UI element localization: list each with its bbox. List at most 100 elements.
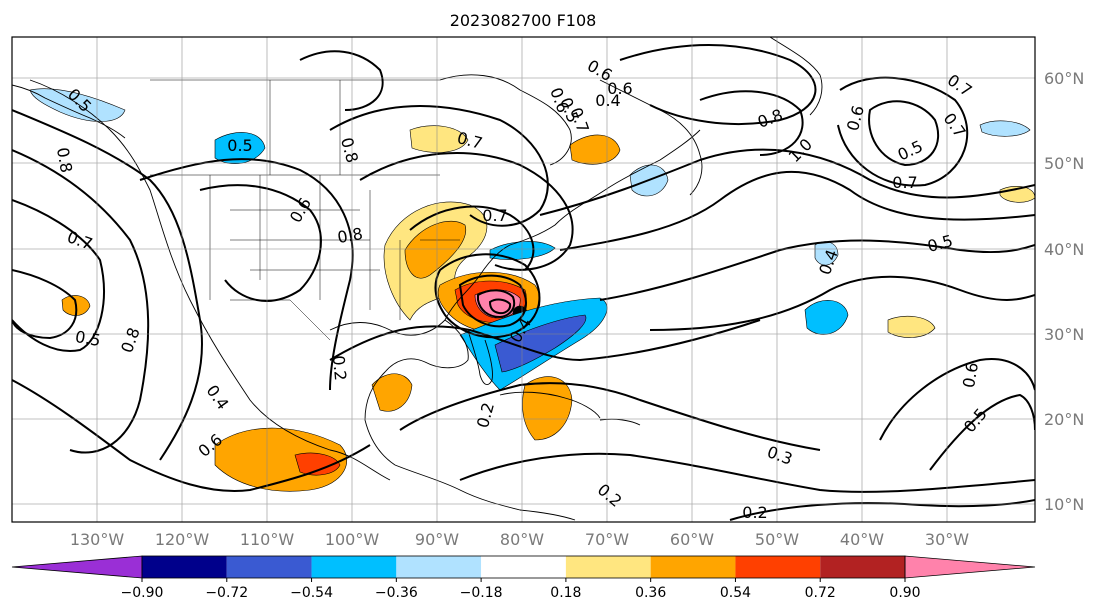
contour-label: 0.8 xyxy=(53,146,76,174)
colorbar-tick-label: −0.72 xyxy=(205,585,248,601)
contour-line xyxy=(399,382,821,451)
lat-tick-labels: 60°N 50°N 40°N 30°N 20°N 10°N xyxy=(1044,69,1084,514)
contour-line xyxy=(879,358,1035,441)
colorbar-extend-low xyxy=(11,555,143,579)
colorbar-swatch xyxy=(735,556,821,578)
contour-line xyxy=(477,289,516,319)
lon-tick: 130°W xyxy=(70,530,125,549)
contour-label: 0.2 xyxy=(742,503,767,522)
colorbar-tick-label: 0.90 xyxy=(889,585,920,601)
colorbar-tick-label: −0.36 xyxy=(375,585,418,601)
colorbar-swatch xyxy=(142,556,227,578)
contour-label: 0.6 xyxy=(607,79,632,98)
contour-line xyxy=(599,239,1035,301)
colorbar-swatch xyxy=(650,556,736,578)
coastline-hispaniola xyxy=(599,418,641,426)
coastline-gulf xyxy=(329,319,469,466)
lat-tick: 60°N xyxy=(1044,69,1084,88)
lon-tick: 110°W xyxy=(240,530,295,549)
anomaly-warm-hudson xyxy=(569,134,621,165)
lon-tick: 50°W xyxy=(755,530,799,549)
anomaly-warm-southeast-core xyxy=(404,220,467,279)
contour-line xyxy=(649,275,1035,331)
graticule xyxy=(12,37,1035,522)
anomaly-cold-atlantic-core xyxy=(494,314,587,373)
contour-line xyxy=(12,199,105,352)
contour-line xyxy=(12,269,78,340)
contour-label: 0.2 xyxy=(329,355,350,382)
lon-tick: 90°W xyxy=(415,530,459,549)
contour-label: 0.8 xyxy=(336,224,364,247)
coastline-layer xyxy=(12,37,823,521)
lat-tick: 40°N xyxy=(1044,240,1084,259)
contour-label: 0.6 xyxy=(959,361,982,389)
coastline-east xyxy=(444,129,701,321)
colorbar-swatch xyxy=(396,556,482,578)
lon-tick: 40°W xyxy=(840,530,884,549)
map-frame xyxy=(11,36,1036,523)
colorbar-swatch xyxy=(820,556,905,578)
colorbar-tick-label: 0.54 xyxy=(720,585,751,601)
contour-line xyxy=(619,44,817,125)
contour-line xyxy=(699,90,804,156)
contour-line xyxy=(409,205,535,271)
map-title: 2023082700 F108 xyxy=(450,11,597,30)
coastline-central-america xyxy=(394,464,576,521)
contour-line xyxy=(458,274,527,328)
contour-line xyxy=(434,253,541,339)
anomaly-warm-east-atlantic xyxy=(887,315,936,338)
coastline-cuba xyxy=(499,391,601,419)
contour-line xyxy=(329,319,761,362)
map-area: 0.5 0.60.40.70.6 0.70.81.00.6 0.70.50.80.70… xyxy=(12,37,1035,522)
colorbar-tick-label: 0.36 xyxy=(635,585,666,601)
lon-tick: 70°W xyxy=(585,530,629,549)
anomaly-light-warm-ontario xyxy=(409,125,469,153)
anomaly-warm-gulf xyxy=(371,373,413,412)
anomaly-cold-alaska xyxy=(29,88,126,122)
coastline-labrador xyxy=(599,79,703,196)
contour-line xyxy=(12,379,371,492)
colorbar-swatch xyxy=(226,556,312,578)
contour-line xyxy=(868,100,940,167)
lon-tick: 100°W xyxy=(325,530,380,549)
colorbar-extend-high xyxy=(904,555,1036,579)
contour-line xyxy=(359,152,574,271)
lat-tick: 20°N xyxy=(1044,410,1084,429)
coastline-greenland xyxy=(769,37,823,116)
contour-line xyxy=(559,170,1035,251)
contour-line xyxy=(929,393,1035,471)
coastline-hudson-bay xyxy=(439,74,572,166)
contour-label: 0.7 xyxy=(482,206,507,225)
lat-tick: 30°N xyxy=(1044,325,1084,344)
anomaly-cold-iceland xyxy=(979,120,1031,137)
lon-tick: 60°W xyxy=(670,530,714,549)
contour-label: 0.4 xyxy=(595,91,620,110)
contour-line xyxy=(329,105,549,227)
colorbar-tick-label: 0.18 xyxy=(550,585,581,601)
contour-label: 0.7 xyxy=(892,173,917,192)
contour-line xyxy=(12,149,150,454)
colorbar-swatch xyxy=(481,556,566,578)
lon-tick: 30°W xyxy=(925,530,969,549)
colorbar: −0.90 −0.72 −0.54 −0.36 −0.18 0.18 0.36 0.54 0.7… xyxy=(11,555,1036,601)
colorbar-swatch xyxy=(565,556,651,578)
colorbar-frame xyxy=(141,555,906,579)
anomaly-cold-rockies xyxy=(214,132,266,165)
colorbar-tick-label: 0.72 xyxy=(805,585,836,601)
lat-tick: 10°N xyxy=(1044,495,1084,514)
lat-tick: 50°N xyxy=(1044,154,1084,173)
colorbar-tick-label: −0.90 xyxy=(121,585,164,601)
coastline-florida xyxy=(467,329,493,386)
anomaly-cold-great-lakes xyxy=(489,241,556,260)
lon-tick: 80°W xyxy=(500,530,544,549)
contour-line xyxy=(12,109,203,461)
contour-label: 0.5 xyxy=(74,327,102,350)
colorbar-tick-label: −0.18 xyxy=(460,585,503,601)
anomaly-cold-midatlantic xyxy=(804,300,849,335)
colorbar-swatch xyxy=(311,556,397,578)
contour-label: 0.5 xyxy=(227,136,252,155)
contour-line xyxy=(459,452,1035,493)
coastline-north-america-west xyxy=(29,79,391,481)
contour-line xyxy=(299,50,384,111)
